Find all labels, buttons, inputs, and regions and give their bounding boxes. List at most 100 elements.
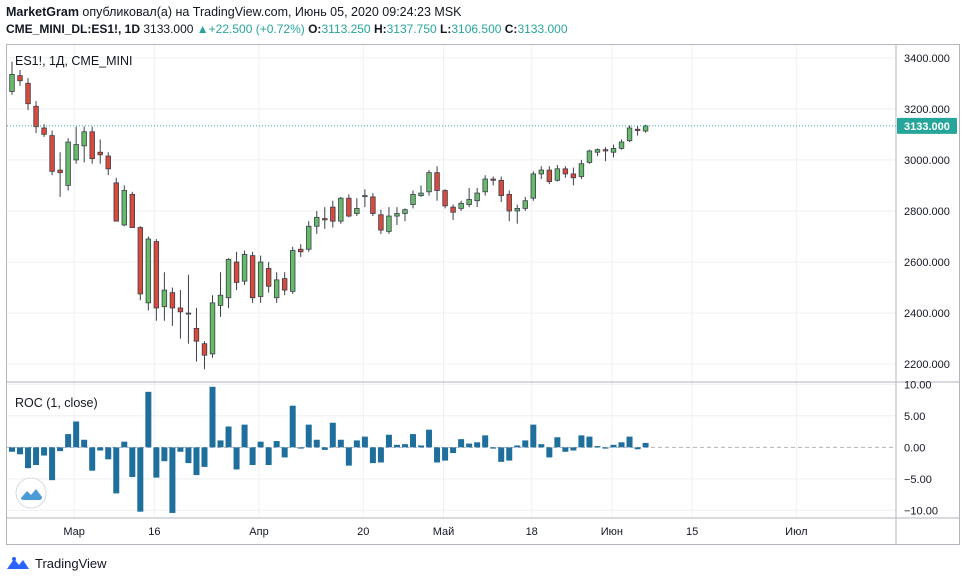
candle bbox=[618, 139, 625, 150]
candle-down-body bbox=[330, 206, 336, 222]
candle bbox=[378, 209, 384, 234]
ohlc-line: CME_MINI_DL:ES1!, 1D 3133.000 ▲+22.500 (… bbox=[6, 21, 568, 38]
roc-bar bbox=[249, 447, 256, 466]
roc-bar bbox=[594, 446, 601, 448]
roc-bar bbox=[105, 447, 112, 460]
candle-up-body bbox=[482, 178, 488, 193]
candle-down-body bbox=[634, 128, 641, 131]
main-legend[interactable]: ES1!, 1Д, CME_MINI bbox=[15, 54, 133, 68]
candle bbox=[298, 244, 304, 257]
roc-axis-labels[interactable]: 10.00 5.00 0.00 −5.00 −10.00 bbox=[904, 379, 938, 517]
candle bbox=[314, 210, 320, 234]
roc-bar bbox=[121, 441, 128, 448]
publisher-name[interactable]: MarketGram bbox=[6, 5, 79, 19]
candle-up-body bbox=[554, 168, 561, 181]
candle bbox=[402, 208, 408, 222]
roc-bar bbox=[209, 386, 216, 448]
candle-up-body bbox=[225, 259, 232, 299]
candle bbox=[257, 255, 264, 303]
candle bbox=[610, 144, 617, 158]
candle bbox=[265, 262, 272, 293]
time-tick-label: 15 bbox=[686, 526, 698, 538]
candle bbox=[81, 126, 87, 163]
price-tick-label: 2200.000 bbox=[904, 359, 950, 371]
candle bbox=[626, 125, 633, 143]
roc-bar bbox=[353, 440, 360, 448]
roc-bar bbox=[610, 444, 617, 448]
candle-up-body bbox=[9, 73, 15, 92]
last-price-tag: 3133.000 bbox=[897, 117, 957, 134]
candle-up-body bbox=[578, 163, 585, 177]
roc-bar bbox=[129, 447, 136, 477]
roc-tick-label: −5.00 bbox=[904, 474, 932, 486]
roc-bar bbox=[313, 439, 320, 448]
time-tick-label: Июл bbox=[785, 526, 807, 538]
roc-bar bbox=[73, 421, 80, 448]
candle bbox=[233, 251, 240, 291]
roc-bar bbox=[506, 447, 513, 461]
candle bbox=[474, 187, 480, 208]
roc-bar bbox=[602, 447, 609, 449]
candle bbox=[586, 149, 593, 164]
candle bbox=[249, 251, 256, 303]
price-tick-label: 3000.000 bbox=[904, 155, 950, 167]
candle-down-body bbox=[33, 105, 39, 128]
candle bbox=[330, 200, 336, 228]
candle bbox=[346, 194, 352, 218]
candle bbox=[105, 152, 111, 176]
candle-down-body bbox=[434, 172, 440, 191]
candle-up-body bbox=[241, 253, 248, 282]
roc-bar bbox=[257, 441, 264, 448]
price-axis-labels[interactable]: 3400.000 3200.000 3000.000 2800.000 2600.000… bbox=[904, 53, 950, 371]
time-tick-label: Июн bbox=[601, 526, 623, 538]
roc-bar bbox=[169, 447, 176, 513]
last-price-tag-text: 3133.000 bbox=[904, 121, 950, 133]
candle bbox=[145, 236, 152, 311]
candle bbox=[442, 189, 448, 209]
roc-bar bbox=[337, 439, 344, 448]
candle-down-body bbox=[546, 169, 553, 182]
candle bbox=[97, 139, 103, 164]
roc-bar bbox=[634, 447, 641, 450]
candle bbox=[562, 166, 569, 178]
footer-brand[interactable]: TradingView bbox=[6, 555, 107, 571]
candle-up-body bbox=[338, 197, 344, 222]
candle bbox=[9, 61, 15, 95]
candle-down-body bbox=[322, 218, 328, 221]
chart-svg[interactable]: 3400.000 3200.000 3000.000 2800.000 2600.000… bbox=[7, 45, 959, 544]
last-price: 3133.000 bbox=[143, 22, 194, 36]
candle-up-body bbox=[185, 312, 192, 315]
candle bbox=[426, 170, 432, 196]
tradingview-logo-icon bbox=[7, 557, 29, 569]
symbol-name: CME_MINI_DL:ES1!, 1D bbox=[6, 22, 141, 36]
roc-legend[interactable]: ROC (1, close) bbox=[15, 396, 98, 410]
roc-bar bbox=[369, 447, 376, 464]
candle-up-body bbox=[65, 141, 71, 186]
candle-up-body bbox=[257, 261, 264, 297]
chart-frame[interactable]: 3400.000 3200.000 3000.000 2800.000 2600.000… bbox=[6, 44, 960, 545]
candle-down-body bbox=[137, 227, 144, 295]
candle-up-body bbox=[618, 141, 625, 149]
roc-bar bbox=[498, 447, 505, 462]
candle-down-body bbox=[450, 206, 456, 213]
candle-up-body bbox=[121, 190, 127, 226]
tradingview-brand-text: TradingView bbox=[35, 555, 107, 571]
up-arrow-icon: ▲ bbox=[196, 22, 209, 36]
price-tick-label: 2600.000 bbox=[904, 257, 950, 269]
tradingview-logo-button[interactable] bbox=[15, 477, 47, 509]
candle-up-body bbox=[642, 125, 649, 132]
logo-circle bbox=[15, 477, 47, 509]
roc-bar bbox=[33, 447, 40, 466]
roc-bar bbox=[442, 447, 449, 461]
roc-bar bbox=[145, 391, 152, 448]
candle bbox=[410, 190, 416, 209]
roc-tick-label: 0.00 bbox=[904, 442, 925, 454]
roc-bar bbox=[153, 447, 160, 478]
candle bbox=[129, 191, 135, 228]
roc-bar bbox=[137, 447, 144, 512]
roc-bar bbox=[450, 447, 457, 454]
candle bbox=[498, 176, 504, 203]
time-axis-labels[interactable]: Мар 16 Апр 20 Май 18 Июн 15 Июл bbox=[63, 526, 807, 538]
roc-series bbox=[9, 386, 649, 513]
candle bbox=[434, 166, 440, 201]
